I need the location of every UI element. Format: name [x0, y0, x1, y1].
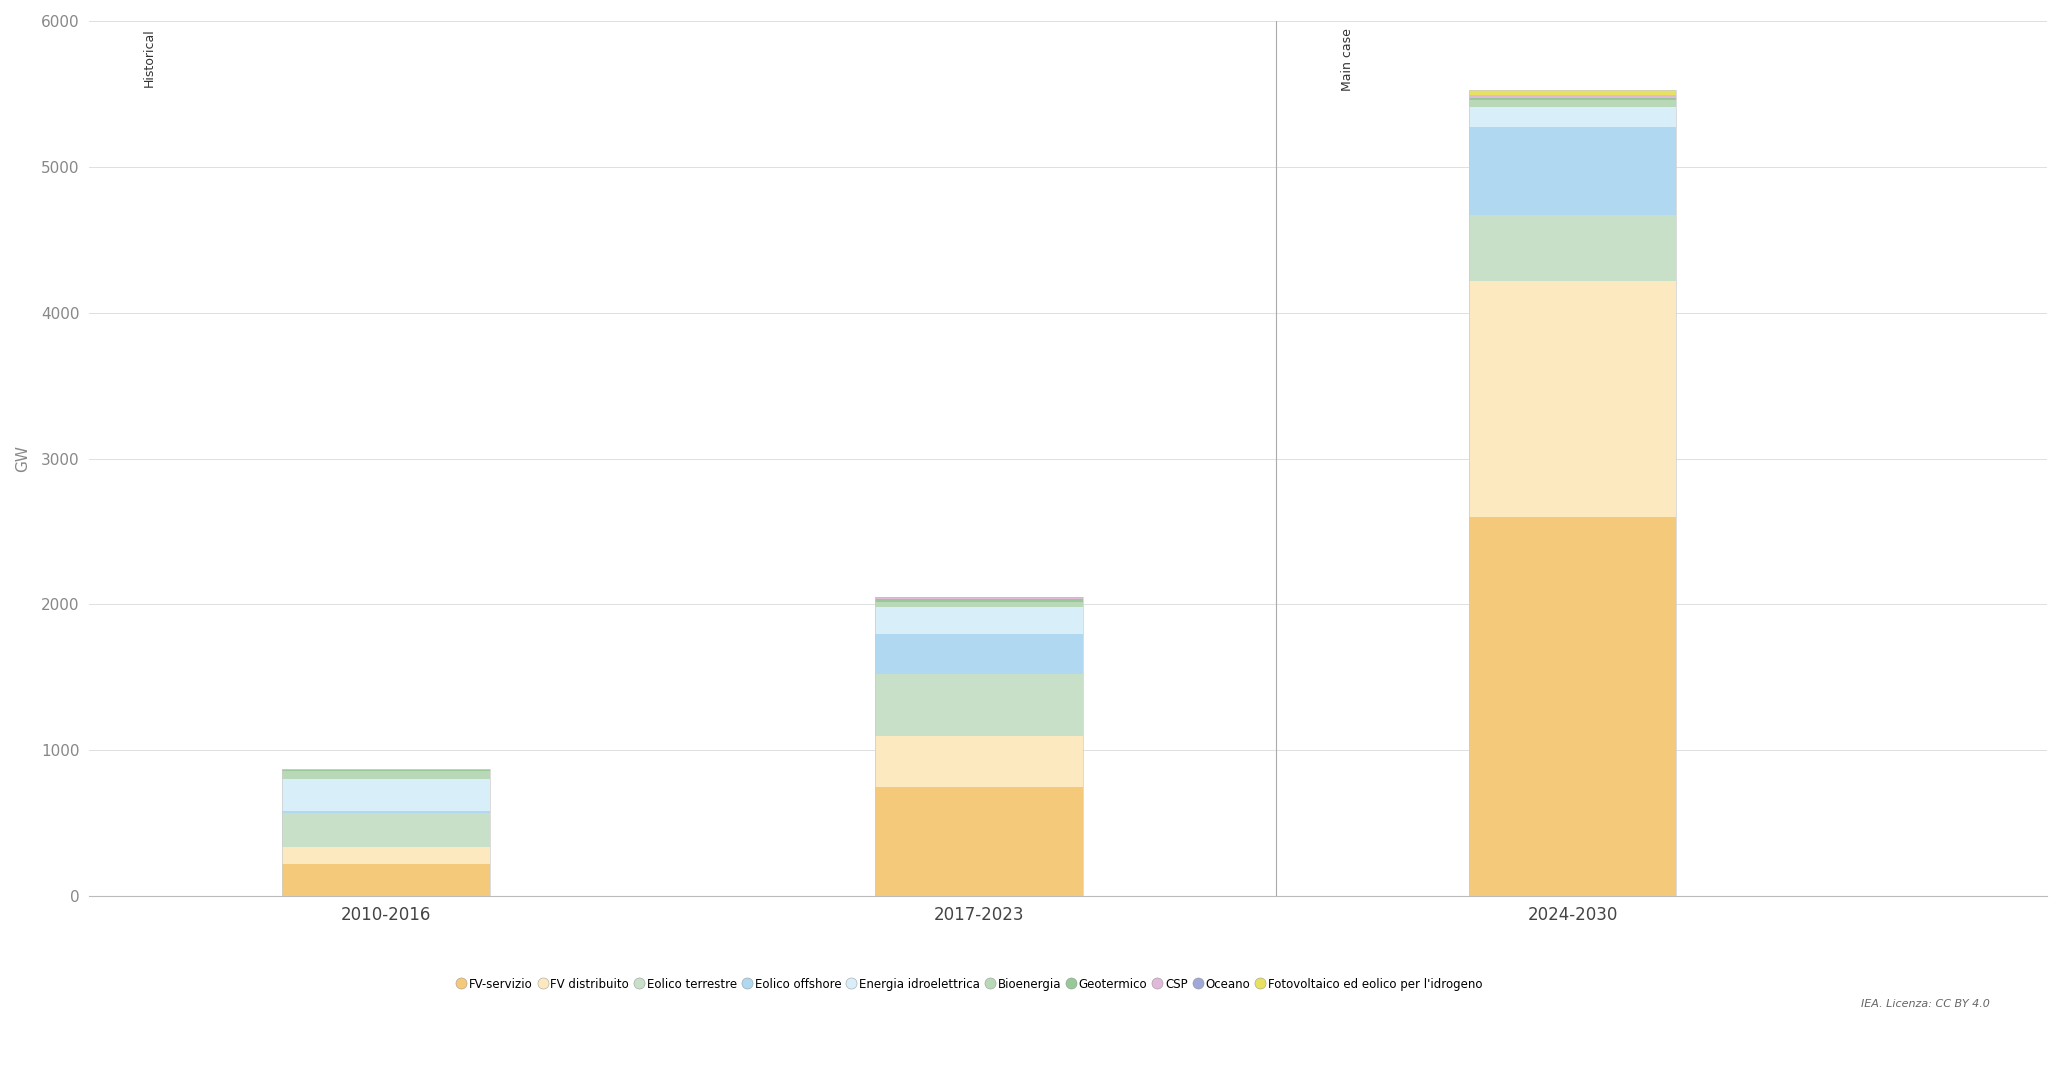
Bar: [876, 787, 1083, 896]
Text: Historical: Historical: [142, 28, 155, 88]
Bar: [1468, 97, 1676, 99]
Text: IEA. Licenza: CC BY 4.0: IEA. Licenza: CC BY 4.0: [1860, 1000, 1990, 1009]
Bar: [876, 608, 1083, 633]
Bar: [876, 633, 1083, 674]
Bar: [1468, 95, 1676, 97]
Bar: [1468, 91, 1676, 896]
Bar: [282, 864, 491, 896]
Bar: [876, 601, 1083, 608]
Y-axis label: GW: GW: [14, 445, 31, 472]
Bar: [876, 597, 1083, 896]
Bar: [1468, 517, 1676, 896]
Bar: [876, 598, 1083, 599]
Bar: [876, 736, 1083, 787]
Bar: [282, 811, 491, 813]
Bar: [282, 769, 491, 896]
Bar: [876, 674, 1083, 736]
Bar: [1468, 281, 1676, 517]
Bar: [282, 779, 491, 811]
Bar: [282, 771, 491, 779]
Bar: [1468, 99, 1676, 107]
Bar: [1468, 127, 1676, 215]
Bar: [282, 770, 491, 771]
Bar: [1468, 107, 1676, 127]
Bar: [282, 813, 491, 847]
Bar: [282, 847, 491, 864]
Text: Main case: Main case: [1340, 28, 1353, 91]
Legend: FV-servizio, FV distribuito, Eolico terrestre, Eolico offshore, Energia idroelet: FV-servizio, FV distribuito, Eolico terr…: [454, 973, 1487, 995]
Bar: [876, 599, 1083, 601]
Bar: [1468, 215, 1676, 281]
Bar: [1468, 91, 1676, 95]
